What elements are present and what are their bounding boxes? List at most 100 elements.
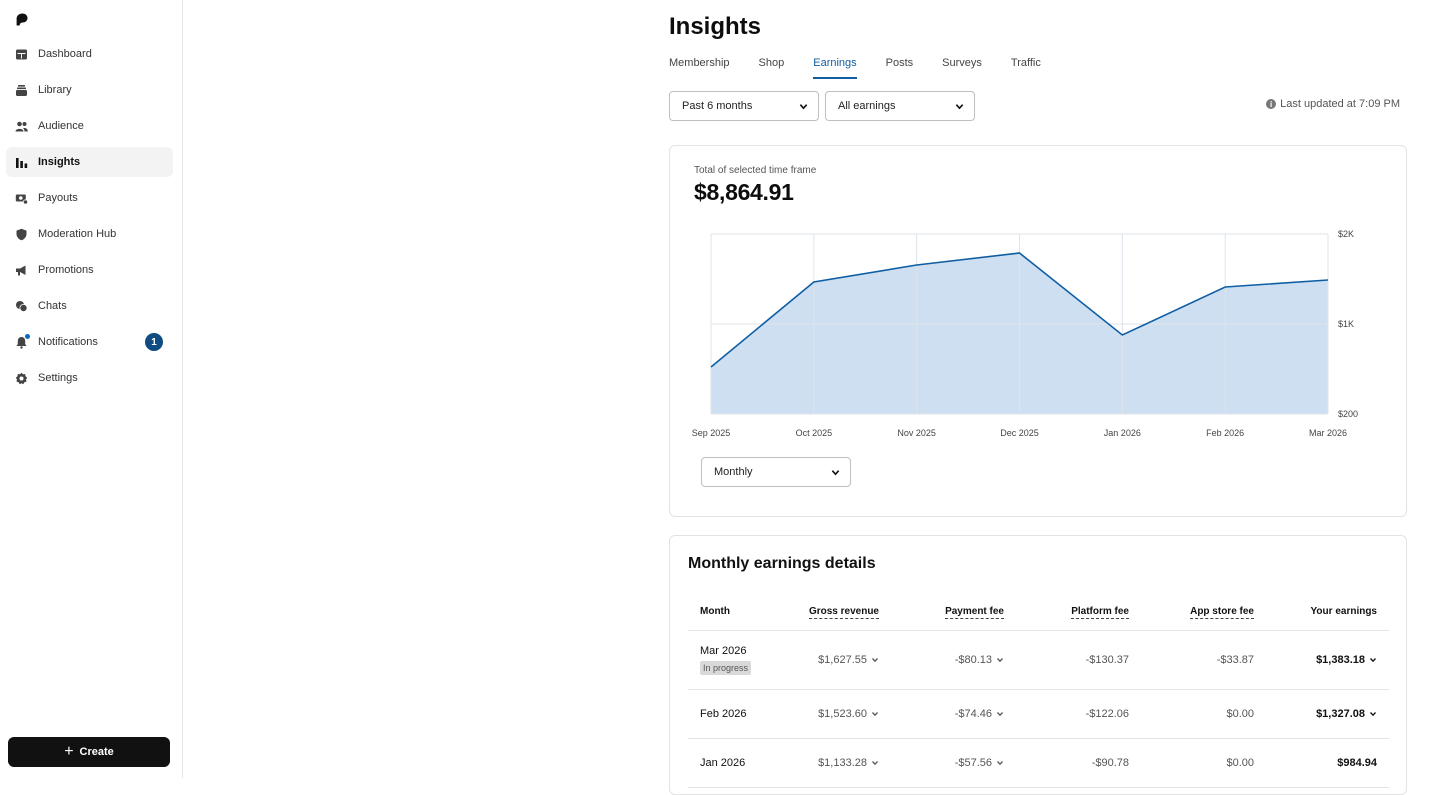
interval-select[interactable]: Monthly	[701, 457, 851, 487]
info-icon[interactable]: i	[1266, 99, 1276, 109]
cell-gross-revenue[interactable]: $1,133.28	[778, 738, 879, 787]
library-icon	[15, 84, 28, 97]
earnings-table: Month Gross revenue Payment fee Platform…	[688, 594, 1389, 788]
chevron-down-icon	[955, 102, 964, 111]
sidebar-item-label: Notifications	[38, 336, 98, 348]
chevron-down-icon	[1369, 656, 1377, 664]
sidebar: Dashboard Library Audience Insights Payouts M…	[0, 0, 183, 778]
tab-membership[interactable]: Membership	[669, 57, 730, 79]
in-progress-badge: In progress	[700, 661, 751, 675]
sidebar-item-insights[interactable]: Insights	[6, 147, 173, 177]
cell-month: Jan 2026	[688, 738, 778, 787]
sidebar-item-dashboard[interactable]: Dashboard	[6, 39, 173, 69]
row-month: Feb 2026	[700, 708, 778, 720]
sidebar-item-settings[interactable]: Settings	[6, 363, 173, 393]
sidebar-item-audience[interactable]: Audience	[6, 111, 173, 141]
chevron-down-icon	[799, 102, 808, 111]
details-title: Monthly earnings details	[688, 555, 876, 573]
earnings-chart-card: Total of selected time frame $8,864.91 $…	[669, 145, 1407, 517]
cell-app-store-fee: $0.00	[1129, 689, 1254, 738]
tab-shop[interactable]: Shop	[759, 57, 785, 79]
chevron-down-icon	[996, 656, 1004, 664]
sidebar-item-label: Library	[38, 84, 72, 96]
y-tick-label: $1K	[1338, 319, 1354, 329]
cell-your-earnings[interactable]: $1,327.08	[1254, 689, 1389, 738]
x-tick-label: Sep 2025	[692, 428, 731, 438]
table-row: Mar 2026 In progress $1,627.55-$80.13-$130…	[688, 630, 1389, 689]
sidebar-item-label: Payouts	[38, 192, 78, 204]
sidebar-nav: Dashboard Library Audience Insights Payouts M…	[6, 39, 173, 399]
sidebar-item-library[interactable]: Library	[6, 75, 173, 105]
tab-surveys[interactable]: Surveys	[942, 57, 982, 79]
time-range-select[interactable]: Past 6 months	[669, 91, 819, 121]
sidebar-item-label: Dashboard	[38, 48, 92, 60]
plus-icon: +	[64, 744, 73, 760]
column-header-gross-revenue[interactable]: Gross revenue	[778, 594, 879, 630]
x-tick-label: Mar 2026	[1309, 428, 1347, 438]
cell-gross-revenue[interactable]: $1,523.60	[778, 689, 879, 738]
earnings-type-value: All earnings	[838, 100, 895, 112]
cell-app-store-fee: -$33.87	[1129, 630, 1254, 689]
x-tick-label: Feb 2026	[1206, 428, 1244, 438]
chevron-down-icon	[871, 759, 879, 767]
cell-payment-fee[interactable]: -$74.46	[879, 689, 1004, 738]
table-header-row: Month Gross revenue Payment fee Platform…	[688, 594, 1389, 630]
cell-app-store-fee: $0.00	[1129, 738, 1254, 787]
chevron-down-icon	[831, 468, 840, 477]
last-updated: i Last updated at 7:09 PM	[1266, 98, 1400, 110]
page-title: Insights	[669, 13, 761, 41]
tab-earnings[interactable]: Earnings	[813, 57, 856, 79]
sidebar-item-moderation-hub[interactable]: Moderation Hub	[6, 219, 173, 249]
sidebar-item-payouts[interactable]: Payouts	[6, 183, 173, 213]
sidebar-item-chats[interactable]: Chats	[6, 291, 173, 321]
column-header-payment-fee[interactable]: Payment fee	[879, 594, 1004, 630]
x-tick-label: Dec 2025	[1000, 428, 1039, 438]
cell-platform-fee: -$130.37	[1004, 630, 1129, 689]
column-header-your-earnings: Your earnings	[1254, 594, 1389, 630]
notification-count-badge: 1	[145, 333, 163, 351]
cell-payment-fee[interactable]: -$57.56	[879, 738, 1004, 787]
unread-dot	[25, 334, 30, 339]
cell-payment-fee[interactable]: -$80.13	[879, 630, 1004, 689]
cell-gross-revenue[interactable]: $1,627.55	[778, 630, 879, 689]
sidebar-item-label: Moderation Hub	[38, 228, 116, 240]
y-tick-label: $200	[1338, 409, 1358, 419]
chevron-down-icon	[871, 710, 879, 718]
x-tick-label: Oct 2025	[796, 428, 833, 438]
column-header-month: Month	[688, 594, 778, 630]
chat-icon	[15, 300, 28, 313]
row-month: Mar 2026	[700, 645, 778, 657]
time-range-value: Past 6 months	[682, 100, 752, 112]
megaphone-icon	[15, 264, 28, 277]
create-button[interactable]: + Create	[8, 737, 170, 767]
gear-icon	[15, 372, 28, 385]
sidebar-item-label: Audience	[38, 120, 84, 132]
patreon-logo-icon[interactable]	[16, 13, 28, 26]
column-header-app-store-fee[interactable]: App store fee	[1129, 594, 1254, 630]
cell-platform-fee: -$122.06	[1004, 689, 1129, 738]
dashboard-icon	[15, 48, 28, 61]
table-row: Jan 2026$1,133.28-$57.56-$90.78$0.00$984…	[688, 738, 1389, 787]
x-tick-label: Jan 2026	[1104, 428, 1141, 438]
sidebar-item-notifications[interactable]: Notifications 1	[6, 327, 173, 357]
table-row: Feb 2026$1,523.60-$74.46-$122.06$0.00$1,…	[688, 689, 1389, 738]
bell-icon	[15, 336, 28, 349]
earnings-type-select[interactable]: All earnings	[825, 91, 975, 121]
tab-traffic[interactable]: Traffic	[1011, 57, 1041, 79]
tab-posts[interactable]: Posts	[886, 57, 914, 79]
cell-your-earnings[interactable]: $1,383.18	[1254, 630, 1389, 689]
chevron-down-icon	[996, 759, 1004, 767]
shield-icon	[15, 228, 28, 241]
sidebar-item-label: Chats	[38, 300, 67, 312]
sidebar-item-label: Promotions	[38, 264, 94, 276]
earnings-details-card: Monthly earnings details Month Gross rev…	[669, 535, 1407, 795]
payouts-icon	[15, 192, 28, 205]
row-month: Jan 2026	[700, 757, 778, 769]
cell-month: Mar 2026 In progress	[688, 630, 778, 689]
cell-your-earnings: $984.94	[1254, 738, 1389, 787]
cell-platform-fee: -$90.78	[1004, 738, 1129, 787]
sidebar-item-promotions[interactable]: Promotions	[6, 255, 173, 285]
column-header-platform-fee[interactable]: Platform fee	[1004, 594, 1129, 630]
last-updated-text: Last updated at 7:09 PM	[1280, 98, 1400, 110]
